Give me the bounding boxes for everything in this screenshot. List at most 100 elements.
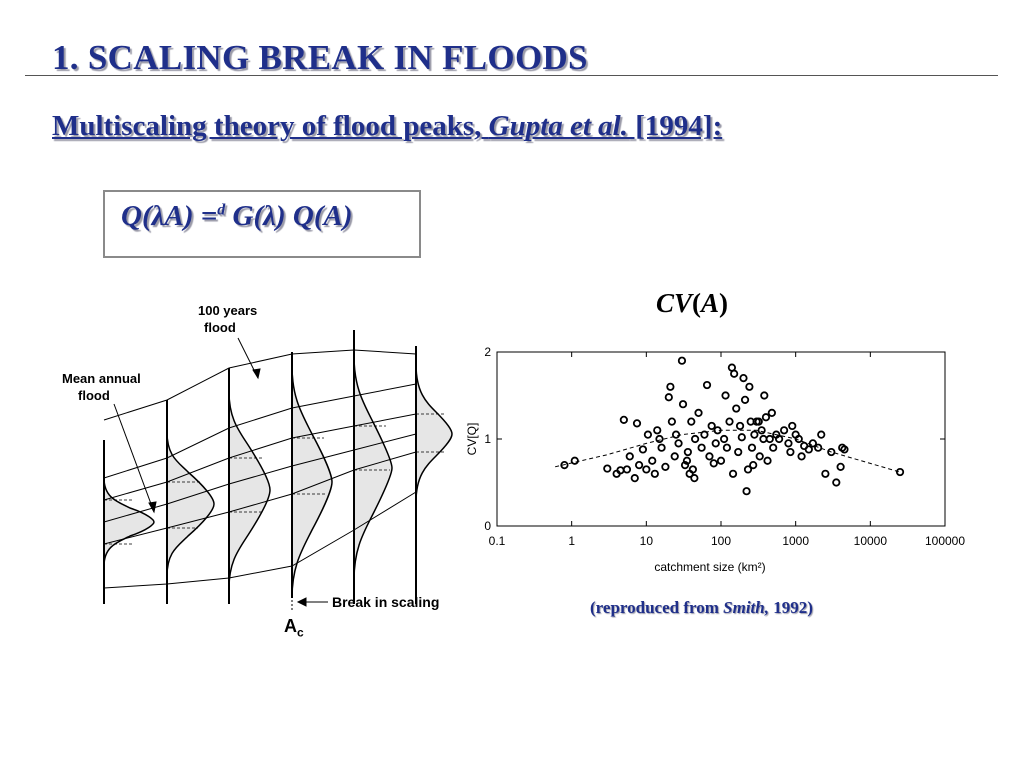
data-point [677,356,687,365]
credit-author: Smith, [723,598,769,617]
data-point [694,408,703,418]
data-point [734,447,743,457]
equation-lhs: Q(λA) = [121,200,218,232]
data-point [840,445,849,454]
data-point [786,447,795,457]
data-point [763,456,772,465]
data-point [683,447,692,457]
pointer-mean-annual-flood [113,403,155,513]
data-point [797,452,806,461]
y-tick-label: 1 [484,432,491,446]
data-point [691,434,700,444]
data-point [737,433,746,442]
data-point [722,443,732,452]
label-break-in-scaling: Break in scaling [332,594,440,610]
data-point [603,464,612,473]
data-point [755,452,764,461]
data-point [664,393,673,402]
quantile-line-bottom [103,491,417,589]
data-point [643,430,653,439]
data-point [625,452,634,461]
distribution-curve-4 [291,365,333,599]
data-point [759,434,768,444]
data-point [743,465,753,474]
data-point [688,465,697,474]
subtitle-authors: Gupta et al. [488,110,628,142]
label-mean-annual-flood: Mean annual flood [62,370,141,404]
equation-rhs: G(λ) Q(A) [225,200,353,232]
data-point [674,439,683,448]
data-point [700,430,709,439]
data-point [638,445,648,454]
data-point [709,459,718,468]
x-tick-label: 100000 [925,534,965,548]
data-point [678,400,688,409]
data-point [742,487,751,496]
data-point [671,430,681,439]
cv-label-open: ( [692,288,702,318]
data-point [765,434,774,444]
data-point [761,413,771,422]
y-tick-label: 2 [484,345,491,359]
source-credit: (reproduced from Smith, 1992) [590,598,813,618]
data-point [697,443,706,452]
label-critical-area-sub: c [297,625,304,640]
x-tick-label: 1000 [782,534,809,548]
quantile-line-4 [103,433,417,523]
data-point [632,419,642,428]
quantile-line-5 [103,451,417,545]
data-point [750,430,759,439]
x-tick-label: 100 [711,534,731,548]
data-point [707,421,716,431]
data-point [570,456,579,465]
data-point [642,465,651,474]
cv-label-close: ) [719,288,729,318]
label-mean-annual-flood-line1: Mean annual [62,371,141,386]
data-point [634,461,644,470]
label-100yr-flood: 100 years flood [198,302,257,336]
data-point [630,474,639,483]
x-tick-label: 1 [568,534,575,548]
data-point [804,445,813,454]
data-point [817,430,826,439]
data-point [661,462,670,471]
equation-distribution-superscript: d [217,201,226,219]
label-critical-area-main: A [284,616,297,636]
data-point [769,443,778,452]
data-point [702,380,712,390]
data-point [682,456,692,465]
x-axis-label: catchment size (km²) [654,560,765,574]
y-tick-label: 0 [484,519,491,533]
cv-label: CV(A) [656,288,728,319]
data-point [739,373,748,383]
data-point [730,369,739,378]
data-point [780,426,789,435]
data-point [705,452,714,461]
data-point [670,452,679,461]
subtitle-text: Multiscaling theory of flood peaks, [52,110,489,142]
label-100yr-flood-line2: flood [204,320,236,335]
distribution-curve-1 [103,477,155,567]
quantile-lines [103,349,417,589]
data-point [740,395,750,404]
data-point [814,443,823,452]
distribution-curve-3 [228,391,271,589]
data-point [667,417,677,426]
data-point [735,421,745,431]
title-divider [25,75,998,76]
credit-open: (reproduced from [590,598,724,617]
data-point [784,439,793,448]
data-point [719,434,729,444]
data-point [827,447,836,457]
data-point [687,417,696,426]
quantile-dashes [104,413,446,545]
x-tick-label: 10 [640,534,654,548]
data-point [757,426,766,435]
label-100yr-flood-line1: 100 years [198,303,258,318]
subtitle-year: [1994]: [628,110,723,142]
data-point [657,443,666,452]
label-mean-annual-flood-line2: flood [78,388,110,403]
quantile-line-2 [103,383,417,479]
slide-title: 1. SCALING BREAK IN FLOODS [52,38,588,77]
data-point [680,461,690,470]
